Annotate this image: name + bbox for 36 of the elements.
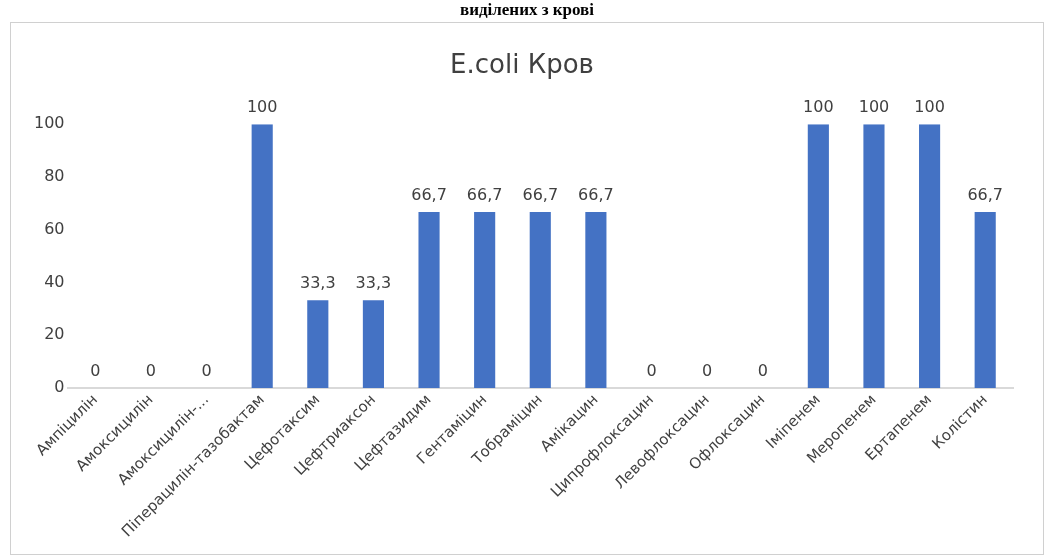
bar (529, 212, 551, 389)
data-label: 100 (858, 97, 890, 117)
y-tick-label: 60 (44, 218, 65, 238)
bar (362, 300, 384, 389)
data-label: 66,7 (411, 185, 447, 205)
chart-title: E.coli Кров (450, 49, 594, 80)
y-tick-label: 20 (44, 324, 65, 344)
text: виділених з крові (458, 0, 595, 20)
data-label: 100 (246, 97, 278, 117)
data-label: 33,3 (300, 273, 336, 293)
bar (251, 124, 273, 389)
bar (474, 212, 496, 389)
bar (863, 124, 885, 389)
y-tick-label: 100 (33, 113, 65, 133)
data-label: 0 (201, 361, 212, 381)
data-label: 66,7 (522, 185, 559, 205)
data-label: 0 (90, 361, 101, 381)
bar (807, 124, 829, 389)
bar (307, 300, 329, 389)
data-label: 33,3 (355, 273, 392, 293)
y-tick-label: 80 (44, 166, 65, 186)
bar (418, 212, 440, 389)
data-label: 0 (646, 361, 657, 381)
data-label: 66,7 (466, 185, 503, 205)
data-label: 66,7 (578, 185, 614, 205)
data-label: 66,7 (967, 185, 1003, 205)
bar (974, 212, 996, 389)
y-tick-label: 40 (44, 271, 65, 291)
data-label: 0 (145, 361, 157, 381)
data-label: 0 (757, 361, 768, 381)
data-label: 100 (914, 97, 945, 117)
bar (919, 124, 941, 389)
bar (585, 212, 607, 389)
y-tick-label: 0 (54, 377, 65, 397)
data-label: 0 (702, 361, 713, 381)
data-label: 100 (803, 97, 834, 117)
